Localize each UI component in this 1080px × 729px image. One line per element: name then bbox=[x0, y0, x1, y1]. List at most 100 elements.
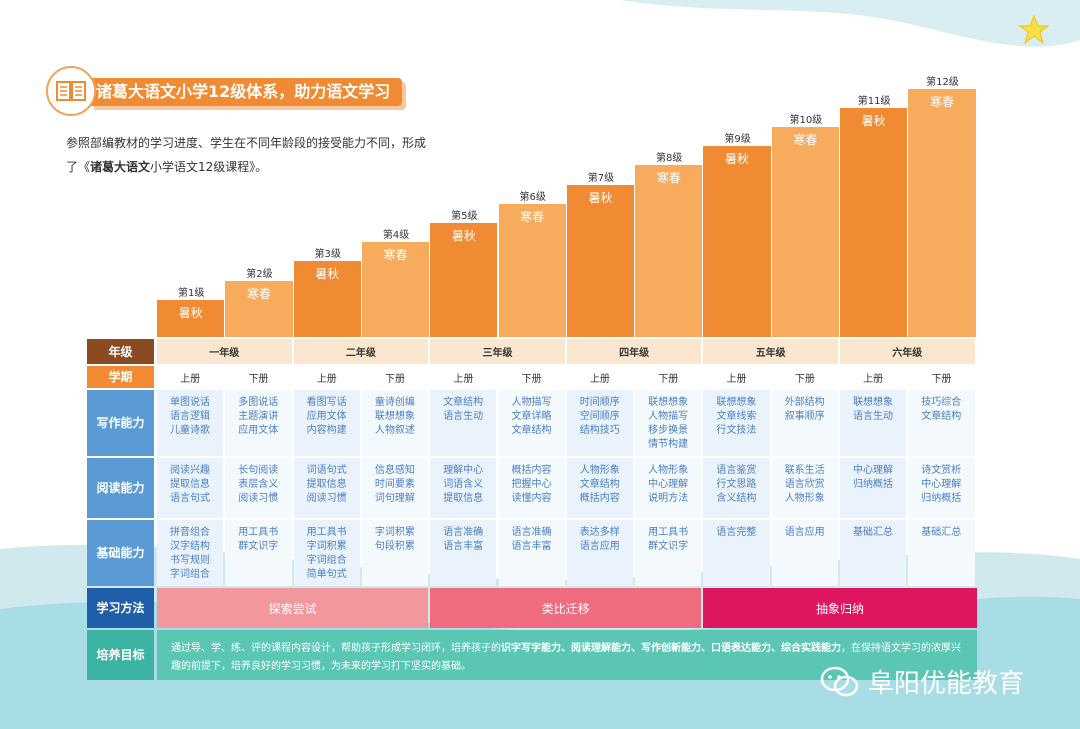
writing-item: 情节构建 bbox=[648, 439, 689, 450]
reading-cell: 诗文赏析 中心理解 归纳概括 bbox=[908, 458, 975, 518]
table-row-method: 学习 方法 探索尝试 类比迁移 抽象归纳 bbox=[87, 588, 977, 628]
basic-item: 语言准确 bbox=[511, 527, 552, 538]
reading-item: 人物形象 bbox=[579, 465, 620, 476]
writing-cell: 时间顺序 空间顺序 结构技巧 bbox=[566, 390, 634, 456]
writing-item: 联想想象 bbox=[648, 397, 689, 408]
basic-item: 用工具书 bbox=[238, 527, 279, 538]
level-term: 寒春 bbox=[656, 171, 681, 186]
row-head-reading: 阅读 能力 bbox=[87, 458, 154, 518]
writing-cell: 单图说话 语言逻辑 儿童诗歌 bbox=[157, 390, 224, 456]
writing-item: 文章线索 bbox=[716, 411, 757, 422]
basic-cell: 表达多样 语言应用 bbox=[566, 520, 634, 586]
basic-item: 字词组合 bbox=[170, 569, 210, 580]
table-row-reading: 阅读 能力 阅读兴趣 提取信息 语言句式 长句阅读 表层含义 阅读习惯 词语句式 提取信息 阅读习惯… bbox=[87, 458, 977, 518]
writing-item: 联想想象 bbox=[853, 397, 893, 408]
writing-cell: 童诗创编联想想象人物叙述 bbox=[361, 390, 429, 456]
writing-cell: 联想想象 语言生动 bbox=[840, 390, 907, 456]
level-term: 寒春 bbox=[793, 133, 818, 147]
level-term: 寒春 bbox=[246, 286, 271, 301]
reading-cell: 理解中心 词语含义 提取信息 bbox=[430, 458, 497, 518]
basic-cell: 语言准确 语言丰富 bbox=[498, 520, 565, 586]
reading-cell: 人物形象 中心理解 说明方法 bbox=[635, 458, 702, 518]
basic-item: 拼音组合 bbox=[170, 527, 210, 538]
table-row-basic: 基础 能力 拼音组合 汉字结构 书写规则 字词组合 用工具书 群文识字 用工具书 字词积累 字词组合… bbox=[87, 520, 977, 586]
level-term: 暑秋 bbox=[451, 229, 476, 243]
reading-cell: 语言鉴赏 行文思路 含义结构 bbox=[703, 458, 770, 518]
basic-cell: 语言应用 bbox=[771, 520, 838, 586]
writing-item: 人物描写 bbox=[648, 411, 689, 422]
level-bar: 暑秋 bbox=[840, 107, 908, 337]
row-head-text: 方法 bbox=[120, 601, 145, 615]
writing-cell: 人物描写 文章详略 文章结构 bbox=[498, 390, 565, 456]
row-head-term: 学期 bbox=[87, 366, 154, 388]
level-bar: 暑秋 bbox=[566, 184, 635, 337]
level-term: 暑秋 bbox=[861, 113, 886, 128]
watermark: 阜阳优能教育 bbox=[820, 663, 1024, 700]
writing-item: 文章结构 bbox=[511, 425, 552, 436]
writing-item: 空间顺序 bbox=[579, 411, 620, 422]
level-bar: 寒春 bbox=[361, 242, 430, 337]
intro-brand: 诸葛大语文 bbox=[90, 160, 151, 174]
basic-item: 字词组合 bbox=[306, 555, 347, 566]
basic-cell: 语言准确 语言丰富 bbox=[430, 520, 497, 586]
book-icon bbox=[56, 81, 86, 101]
reading-item: 阅读兴趣 bbox=[170, 465, 210, 476]
term-cell: 上册 bbox=[157, 366, 224, 388]
intro-line-2-prefix: 了《 bbox=[66, 160, 91, 174]
goal-text-1: 通过导、学、练、评的课程内容设计，帮助孩子形成学习闭环，培养孩子的 bbox=[171, 643, 501, 654]
reading-item: 理解中心 bbox=[443, 465, 484, 476]
writing-item: 叙事顺序 bbox=[784, 411, 825, 422]
level-label: 第6级 bbox=[519, 191, 546, 203]
level-label: 第11级 bbox=[857, 95, 891, 107]
writing-item: 儿童诗歌 bbox=[170, 425, 210, 436]
goal-text-2: ，在保持语文学习的浓厚兴趣的前提下，培养良好的学习习惯，为未来的学习打下坚实的基… bbox=[171, 643, 961, 672]
level-bar: 寒春 bbox=[771, 127, 839, 337]
basic-item: 基础汇总 bbox=[853, 527, 893, 538]
level-bar: 暑秋 bbox=[293, 261, 361, 337]
intro-line-2-suffix: 小学语文12级课程》。 bbox=[150, 160, 268, 174]
top-wave-decoration bbox=[620, 0, 1080, 47]
reading-cell: 概括内容 把握中心 读懂内容 bbox=[498, 458, 565, 518]
writing-item: 人物叙述 bbox=[374, 425, 415, 436]
row-head-text: 培养 bbox=[96, 648, 121, 662]
basic-cell: 字词积累 句段积累 bbox=[361, 520, 429, 586]
grade-cell: 六年级 bbox=[840, 339, 975, 364]
reading-item: 把握中心 bbox=[511, 479, 552, 490]
level-term: 暑秋 bbox=[725, 152, 750, 167]
goal-text-bold: 识字写字能力、阅读理解能力、写作创新能力、口语表达能力、综合实践能力 bbox=[501, 643, 841, 654]
reading-item: 中心理解 bbox=[648, 479, 689, 490]
writing-item: 语言逻辑 bbox=[170, 411, 210, 422]
reading-item: 含义结构 bbox=[716, 493, 757, 504]
grade-cell: 二年级 bbox=[293, 339, 429, 364]
writing-cell: 联想想象人物描写移步换景情节构建 bbox=[635, 390, 702, 456]
level-label: 第2级 bbox=[246, 268, 273, 280]
row-head-writing: 写作 能力 bbox=[87, 390, 154, 456]
method-cell: 类比迁移 bbox=[430, 588, 702, 628]
writing-cell: 外部结构 叙事顺序 bbox=[771, 390, 838, 456]
row-head-text: 学期 bbox=[108, 370, 133, 384]
term-cell: 下册 bbox=[361, 366, 429, 388]
reading-item: 诗文赏析 bbox=[921, 465, 962, 476]
writing-item: 文章详略 bbox=[511, 411, 552, 422]
level-bar: 寒春 bbox=[908, 88, 976, 337]
intro-line-1: 参照部编教材的学习进度、学生在不同年龄段的接受能力不同，形成 bbox=[66, 136, 427, 150]
term-cell: 下册 bbox=[771, 366, 838, 388]
writing-item: 文章结构 bbox=[921, 411, 962, 422]
basic-item: 简单句式 bbox=[306, 569, 347, 580]
basic-item: 用工具书 bbox=[648, 527, 689, 538]
basic-cell: 基础汇总 bbox=[840, 520, 907, 586]
writing-item: 联想想象 bbox=[374, 411, 415, 422]
reading-item: 语言欣赏 bbox=[784, 479, 825, 490]
basic-cell: 语言完整 bbox=[703, 520, 770, 586]
writing-item: 技巧综合 bbox=[921, 397, 962, 408]
reading-item: 归纳概括 bbox=[921, 493, 962, 504]
writing-item: 童诗创编 bbox=[374, 397, 415, 408]
row-head-text: 能力 bbox=[120, 546, 145, 560]
writing-cell: 技巧综合 文章结构 bbox=[908, 390, 975, 456]
writing-item: 移步换景 bbox=[648, 425, 689, 436]
reading-item: 概括内容 bbox=[511, 465, 552, 476]
level-term: 寒春 bbox=[929, 94, 954, 109]
writing-item: 时间顺序 bbox=[579, 397, 620, 408]
basic-item: 基础汇总 bbox=[921, 527, 962, 538]
level-term: 寒春 bbox=[520, 209, 545, 224]
